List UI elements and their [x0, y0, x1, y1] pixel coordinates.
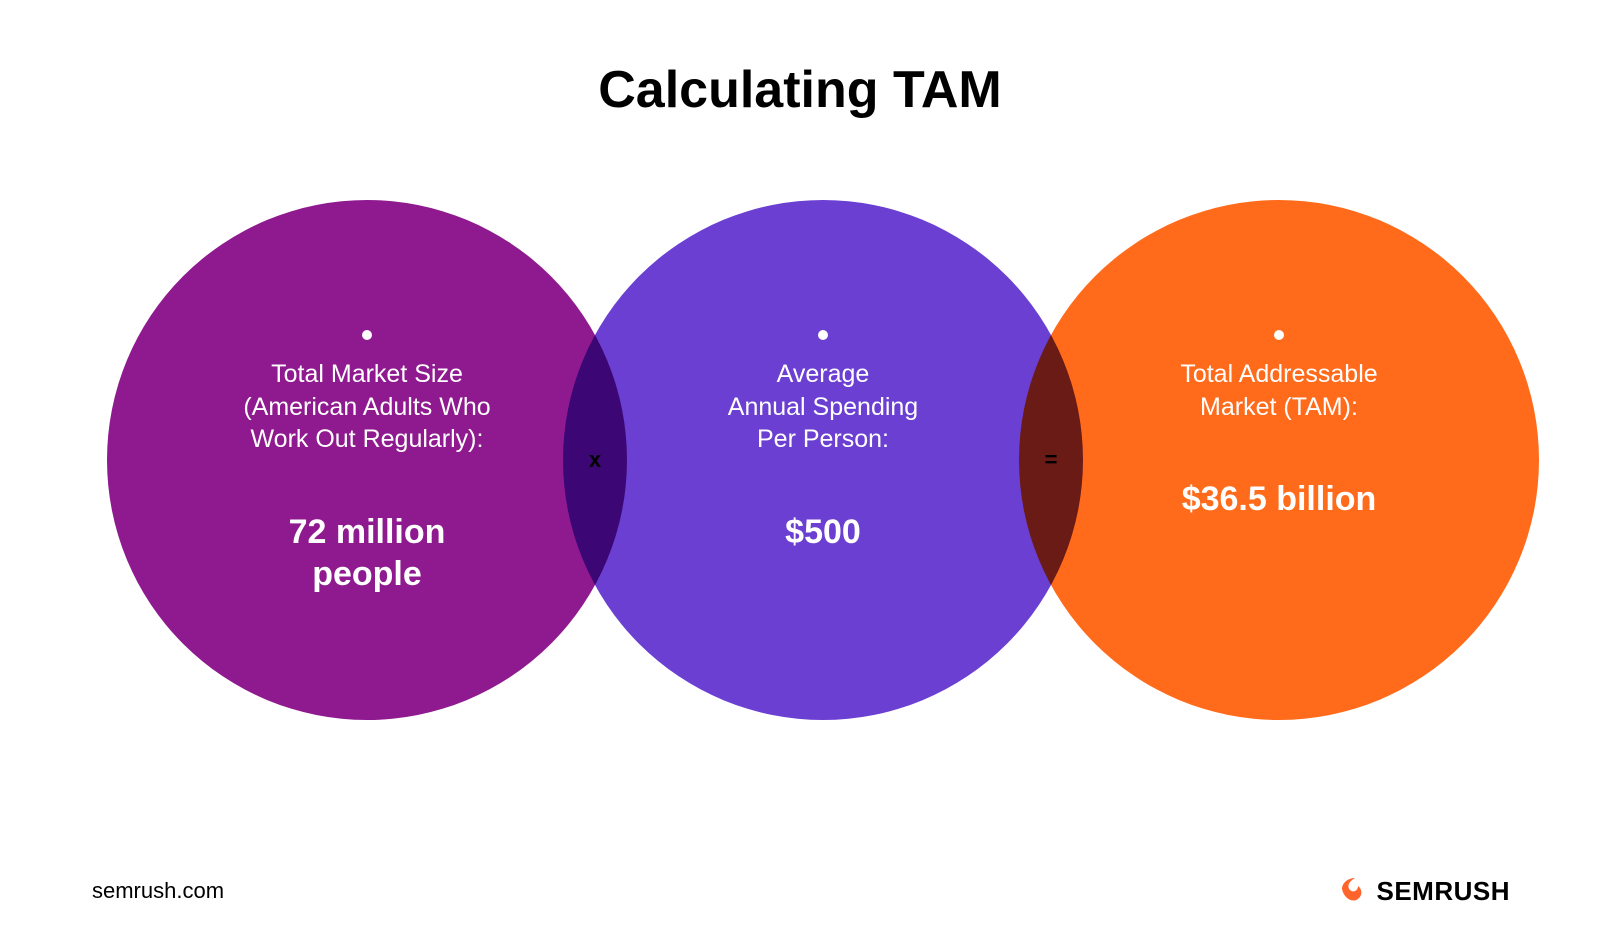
- semrush-flame-icon: [1336, 872, 1370, 911]
- circle-tam: [1019, 200, 1539, 720]
- footer-url: semrush.com: [92, 878, 224, 904]
- venn-equation-diagram: Total Market Size (American Adults Who W…: [0, 200, 1600, 800]
- page-title: Calculating TAM: [0, 60, 1600, 120]
- footer-logo: SEMRUSH: [1336, 872, 1510, 911]
- circle-market-size: [107, 200, 627, 720]
- operator-equals: =: [1045, 447, 1058, 473]
- operator-multiply: x: [589, 447, 601, 473]
- circle-avg-spending: [563, 200, 1083, 720]
- brand-name: SEMRUSH: [1376, 876, 1510, 907]
